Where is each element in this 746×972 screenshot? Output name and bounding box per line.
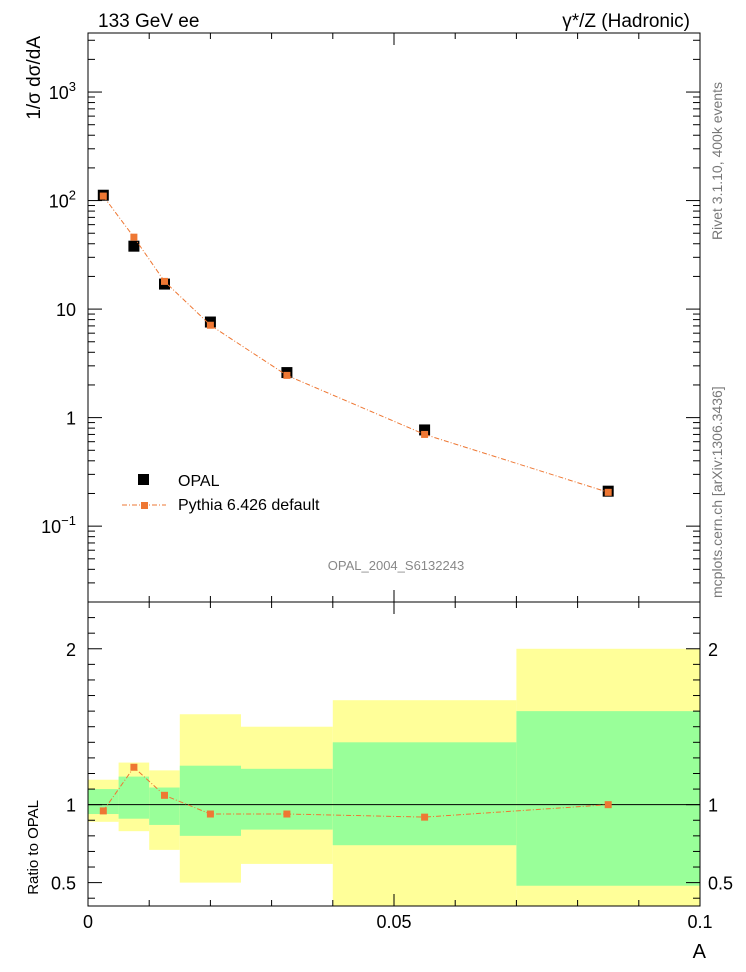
mc-point-1	[130, 233, 138, 241]
legend: OPAL Pythia 6.426 default	[122, 473, 320, 514]
ratio-band-inner-5	[332, 742, 517, 846]
axis-ticks: 0 0.05 0.1 10−1 1 10 102 103 0.5 0.5 1 1 2 2	[41, 33, 733, 932]
legend-mc-label: Pythia 6.426 default	[178, 497, 320, 514]
mc-point-0	[99, 192, 107, 200]
mcplots-source-note: mcplots.cern.ch [arXiv:1306.3436]	[709, 386, 725, 598]
ratio-y-axis-label: Ratio to OPAL	[25, 800, 42, 895]
main-y-tick-label-1: 1	[66, 409, 76, 429]
main-plot-marks	[97, 189, 614, 497]
ratio-band-inner-4	[241, 768, 333, 830]
mc-point-5	[421, 430, 429, 438]
legend-mc-marker	[141, 502, 148, 509]
x-axis-label: A	[693, 941, 707, 963]
ratio-uncertainty-bands	[88, 648, 700, 906]
ratio-y-tick-label-left-0: 0.5	[51, 874, 76, 894]
mc-point-3	[206, 321, 214, 329]
x-tick-label-1: 0.05	[376, 912, 411, 932]
x-tick-label-0: 0	[83, 912, 93, 932]
ratio-mc-point-6	[604, 801, 612, 809]
analysis-watermark: OPAL_2004_S6132243	[328, 558, 464, 573]
ratio-band-inner-3	[179, 765, 241, 836]
ratio-plot-marks	[88, 763, 700, 821]
ratio-y-tick-label-right-1: 1	[708, 796, 718, 816]
ratio-mc-point-0	[99, 807, 107, 815]
process-energy-label: 133 GeV ee	[98, 11, 199, 32]
main-y-tick-label-2: 10	[56, 300, 76, 320]
x-tick-label-2: 0.1	[687, 912, 712, 932]
main-y-axis-label: 1/σ dσ/dA	[24, 36, 45, 120]
ratio-band-inner-1	[118, 776, 150, 819]
legend-data-label: OPAL	[178, 473, 220, 490]
ratio-y-tick-label-right-2: 2	[708, 640, 718, 660]
legend-data-marker	[138, 474, 149, 485]
data-point-5	[419, 424, 431, 436]
main-y-tick-label-3: 102	[49, 188, 76, 212]
rivet-version-note: Rivet 3.1.10, 400k events	[709, 82, 725, 240]
ratio-mc-point-4	[283, 810, 291, 818]
ratio-y-tick-label-left-2: 2	[66, 640, 76, 660]
ratio-y-tick-label-right-0: 0.5	[708, 874, 733, 894]
ratio-mc-point-5	[421, 813, 429, 821]
mc-point-4	[283, 371, 291, 379]
main-y-tick-label-0: 10−1	[41, 513, 76, 537]
ratio-y-tick-label-left-1: 1	[66, 796, 76, 816]
mc-point-2	[161, 277, 168, 285]
ratio-mc-point-3	[206, 810, 214, 818]
main-y-tick-label-4: 103	[49, 79, 76, 103]
mc-point-6	[604, 488, 612, 496]
ratio-band-inner-6	[516, 711, 700, 886]
ratio-mc-point-1	[130, 763, 138, 771]
ratio-mc-point-2	[161, 791, 168, 799]
data-point-1	[128, 240, 140, 252]
process-type-label: γ*/Z (Hadronic)	[562, 11, 690, 32]
